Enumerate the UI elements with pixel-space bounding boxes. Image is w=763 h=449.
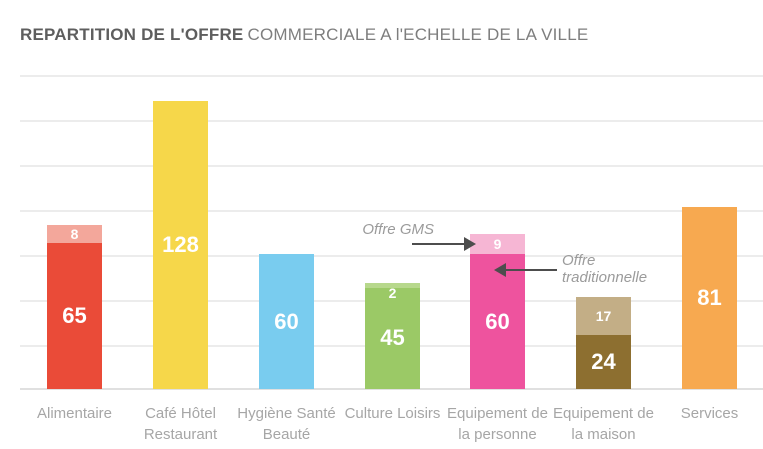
bar-segment-traditionnelle xyxy=(576,335,631,389)
bar-value-label: 24 xyxy=(591,349,616,374)
offre-gms-arrow-line xyxy=(412,243,465,245)
offre-traditionnelle-arrowhead-icon xyxy=(494,263,506,277)
chart-title: REPARTITION DE L'OFFRE COMMERCIALE A l'EC… xyxy=(20,25,588,45)
chart-title-bold: REPARTITION DE L'OFFRE xyxy=(20,25,244,44)
annotation-offre-traditionnelle-label: Offre traditionnelle xyxy=(562,252,648,286)
offre-gms-arrowhead-icon xyxy=(464,237,476,251)
bar-segment-gms xyxy=(470,233,525,254)
offre-traditionnelle-arrow-line xyxy=(505,269,557,271)
bar-segment-traditionnelle xyxy=(259,254,314,389)
bar-segment-gms xyxy=(576,296,631,335)
bar-segment-traditionnelle xyxy=(47,242,102,389)
chart-title-rest: COMMERCIALE A l'ECHELLE DE LA VILLE xyxy=(247,25,589,44)
gridline xyxy=(20,120,763,122)
annotation-offre-gms: Offre GMS xyxy=(330,222,434,238)
bar-value-label: 8 xyxy=(70,225,79,242)
category-label: Alimentaire xyxy=(36,405,113,422)
category-label: Hygiène Santé Beauté xyxy=(237,405,336,443)
category-label: Equipement de la maison xyxy=(553,405,654,443)
bar-value-label: 60 xyxy=(274,308,299,334)
gridline xyxy=(20,165,763,167)
bar-segment-gms xyxy=(47,224,102,243)
category-label: Café Hôtel Restaurant xyxy=(143,405,218,443)
bar-value-label: 9 xyxy=(493,235,502,252)
bar-value-label: 17 xyxy=(595,307,612,324)
bar-value-label: 45 xyxy=(380,325,405,351)
bar-value-label: 60 xyxy=(485,308,510,334)
x-axis-line xyxy=(20,388,763,390)
bar-value-label: 128 xyxy=(162,232,199,257)
annotation-offre-traditionnelle: Offre traditionnelle xyxy=(562,252,702,286)
bar-segment-traditionnelle xyxy=(153,101,208,389)
bar-value-label: 2 xyxy=(388,285,397,302)
bar-segment-traditionnelle xyxy=(682,206,737,389)
bar-value-label: 81 xyxy=(697,284,722,310)
bar-segment-traditionnelle xyxy=(365,287,420,389)
category-label: Services xyxy=(680,405,739,422)
bar-value-label: 65 xyxy=(62,302,87,328)
annotation-offre-gms-label: Offre GMS xyxy=(362,221,434,238)
bar-segment-gms xyxy=(365,283,420,288)
category-label: Culture Loisirs xyxy=(344,405,441,422)
gridline xyxy=(20,210,763,212)
gridline xyxy=(20,255,763,257)
gridline xyxy=(20,75,763,77)
category-label: Equipement de la personne xyxy=(447,405,548,443)
